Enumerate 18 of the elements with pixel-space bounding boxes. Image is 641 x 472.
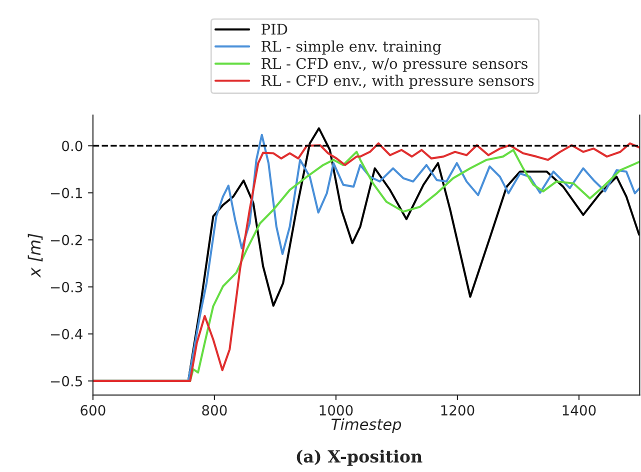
x-tick-label: 1400 bbox=[562, 405, 596, 416]
x-tick-label: 1000 bbox=[320, 405, 353, 416]
y-tick-label: −0.4 bbox=[50, 328, 82, 340]
legend-label: RL - CFD env., with pressure sensors bbox=[262, 74, 534, 89]
x-tick-label: 600 bbox=[80, 405, 106, 416]
legend-label: PID bbox=[262, 24, 288, 35]
y-tick-label: −0.3 bbox=[50, 282, 82, 292]
legend-label: RL - simple env. training bbox=[262, 40, 442, 55]
x-tick-label: 800 bbox=[202, 405, 227, 416]
y-tick-label: −0.1 bbox=[50, 188, 82, 198]
legend-label: RL - CFD env., w/o pressure sensors bbox=[262, 58, 528, 72]
y-tick-label: −0.5 bbox=[50, 376, 82, 386]
y-axis-title: x [m] bbox=[28, 234, 43, 278]
x-axis-title: Timestep bbox=[332, 418, 402, 434]
y-tick-label: 0.0 bbox=[62, 140, 82, 152]
text: (a) X-position bbox=[296, 450, 422, 466]
y-tick-label: −0.2 bbox=[50, 234, 82, 246]
x-tick-label: 1200 bbox=[441, 405, 474, 416]
